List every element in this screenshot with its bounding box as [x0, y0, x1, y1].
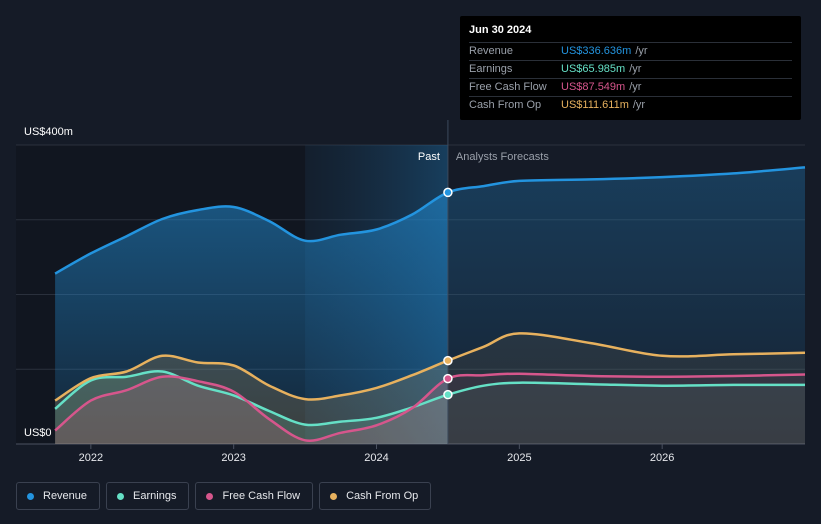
tooltip-unit: /yr	[629, 63, 642, 75]
tooltip-label: Earnings	[469, 63, 513, 75]
legend-item-earnings[interactable]: Earnings	[106, 482, 190, 510]
cash-from-op-area-forecast	[447, 333, 805, 444]
earnings-line	[54, 369, 806, 427]
tooltip-label: Free Cash Flow	[469, 81, 547, 93]
y-axis-bottom-label: US$0	[24, 427, 52, 439]
legend-label: Earnings	[133, 490, 177, 502]
revenue-marker	[443, 187, 453, 198]
free-cash-flow-area-forecast	[447, 373, 805, 444]
legend-label: Free Cash Flow	[222, 490, 301, 502]
tooltip-date: Jun 30 2024	[469, 24, 532, 36]
legend: Revenue Earnings Free Cash Flow Cash Fro…	[16, 482, 432, 510]
legend-label: Cash From Op	[346, 490, 419, 502]
tooltip-value: US$65.985m	[561, 63, 626, 75]
free-cash-flow-marker	[443, 373, 453, 384]
earnings-area-past	[55, 371, 448, 444]
cash-from-op-line	[54, 332, 806, 402]
revenue-area-past	[55, 192, 448, 444]
earnings-dot-icon	[117, 492, 125, 500]
tooltip-row-free-cash-flow: Free Cash Flow US$87.549m /yr	[469, 78, 792, 96]
earnings-marker	[443, 389, 453, 400]
tooltip-value: US$87.549m	[561, 81, 626, 93]
legend-item-free-cash-flow[interactable]: Free Cash Flow	[195, 482, 314, 510]
legend-item-revenue[interactable]: Revenue	[16, 482, 101, 510]
tooltip-unit: /yr	[632, 99, 646, 111]
revenue-dot-icon	[27, 492, 34, 500]
tooltip-value: US$111.611m	[561, 99, 629, 111]
tooltip-row-cash-from-op: Cash From Op US$111.611m /yr	[469, 96, 792, 114]
cash-from-op-dot-icon	[330, 492, 338, 500]
legend-item-cash-from-op[interactable]: Cash From Op	[319, 482, 432, 510]
tooltip-unit: /yr	[629, 81, 642, 93]
x-tick-label: 2026	[650, 452, 674, 464]
free-cash-flow-area-past	[55, 376, 448, 444]
tooltip-label: Revenue	[469, 45, 514, 57]
x-tick-label: 2022	[79, 452, 103, 464]
legend-label: Revenue	[43, 490, 88, 502]
tooltip-row-earnings: Earnings US$65.985m /yr	[469, 60, 792, 78]
x-tick-label: 2023	[221, 452, 245, 464]
tooltip-value: US$336.636m	[561, 45, 632, 57]
x-tick-label: 2025	[507, 452, 531, 464]
tooltip-unit: /yr	[635, 45, 648, 57]
free-cash-flow-line	[54, 372, 806, 442]
tooltip-row-revenue: Revenue US$336.636m /yr	[469, 42, 792, 60]
forecast-label: Analysts Forecasts	[456, 151, 549, 163]
x-tick-label: 2024	[364, 452, 388, 464]
free-cash-flow-dot-icon	[206, 492, 214, 500]
tooltip: Jun 30 2024 Revenue US$336.636m /yr Earn…	[460, 16, 801, 120]
y-axis-top-label: US$400m	[24, 126, 73, 138]
earnings-area-forecast	[447, 382, 805, 444]
past-label: Past	[418, 151, 440, 163]
revenue-line	[54, 166, 806, 275]
tooltip-label: Cash From Op	[469, 99, 542, 111]
cash-from-op-marker	[443, 355, 453, 366]
